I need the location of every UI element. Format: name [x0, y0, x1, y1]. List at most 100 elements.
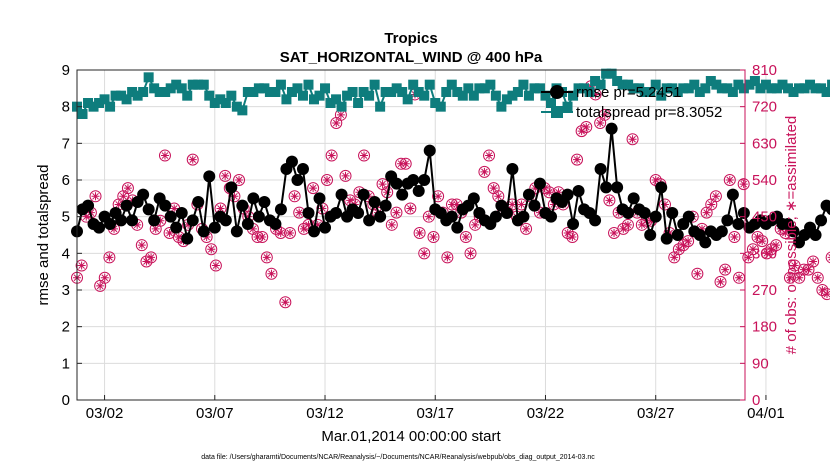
rmse-point	[649, 210, 662, 223]
totalspread-point	[766, 83, 777, 94]
x-tick-label: 03/07	[196, 405, 234, 422]
rmse-point	[247, 192, 260, 205]
totalspread-point	[700, 83, 711, 94]
obs-asterisk	[573, 155, 582, 164]
obs-point	[677, 239, 690, 252]
obs-asterisk	[151, 224, 160, 233]
obs-circle	[580, 121, 593, 134]
obs-point	[205, 243, 218, 256]
obs-circle	[728, 231, 741, 244]
obs-asterisk	[540, 184, 549, 193]
rmse-point	[291, 174, 304, 186]
obs-circle	[626, 133, 639, 146]
obs-circle	[746, 243, 759, 256]
obs-asterisk	[461, 233, 470, 242]
totalspread-point	[501, 94, 512, 105]
obs-asterisk	[508, 200, 517, 209]
totalspread-point	[419, 90, 430, 101]
obs-asterisk	[258, 233, 267, 242]
totalspread-point	[353, 98, 364, 108]
totalspread-point	[397, 87, 408, 97]
obs-point	[376, 178, 389, 191]
totalspread-point	[105, 101, 116, 112]
obs-circle	[598, 108, 611, 121]
y-tick-label: 5	[62, 209, 70, 226]
rmse-point	[600, 181, 613, 194]
obs-asterisk	[105, 253, 114, 262]
rmse-point	[826, 203, 830, 215]
obs-asterisk	[285, 228, 294, 237]
y2-axis-label: # of obs: o=possible; ∗=assimilated	[783, 116, 800, 355]
rmse-point	[544, 210, 557, 223]
obs-point	[358, 149, 371, 162]
obs-asterisk	[276, 228, 285, 237]
obs-circle	[603, 194, 616, 207]
rmse-point	[368, 196, 381, 208]
obs-asterisk	[725, 176, 734, 184]
obs-point	[330, 116, 343, 129]
totalspread-point	[606, 68, 617, 79]
totalspread-point	[568, 90, 579, 101]
totalspread-point	[650, 79, 661, 90]
totalspread-point	[474, 83, 485, 94]
obs-asterisk	[165, 228, 174, 237]
totalspread-point	[226, 90, 237, 101]
obs-asterisk	[202, 233, 211, 242]
obs-point	[807, 255, 820, 268]
totalspread-point	[562, 101, 573, 112]
obs-asterisk	[522, 224, 531, 233]
obs-asterisk	[485, 151, 494, 160]
obs-circle	[209, 259, 222, 272]
totalspread-point	[738, 83, 749, 94]
obs-asterisk	[336, 110, 345, 119]
obs-asterisk	[693, 269, 702, 278]
obs-asterisk	[637, 220, 646, 229]
obs-asterisk	[619, 224, 628, 233]
totalspread-point	[369, 79, 380, 90]
obs-asterisk	[772, 241, 781, 250]
obs-asterisk	[110, 224, 119, 233]
obs-asterisk	[221, 171, 230, 180]
obs-asterisk	[114, 200, 123, 209]
totalspread-point	[149, 83, 160, 94]
obs-circle	[385, 218, 398, 231]
rmse-point	[396, 188, 409, 201]
totalspread-point	[308, 94, 319, 105]
obs-asterisk	[563, 228, 572, 237]
rmse-point	[285, 155, 298, 168]
rmse-point	[313, 192, 326, 205]
obs-point	[307, 182, 320, 195]
obs-asterisk	[248, 224, 257, 233]
obs-point	[121, 182, 134, 195]
obs-asterisk	[735, 273, 744, 282]
obs-asterisk	[290, 192, 299, 201]
totalspread-point	[292, 83, 303, 94]
obs-circle	[358, 149, 371, 162]
obs-asterisk	[670, 253, 679, 262]
rmse-point	[120, 199, 133, 212]
obs-asterisk	[160, 151, 169, 160]
totalspread-point	[529, 83, 540, 94]
obs-asterisk	[207, 245, 216, 254]
rmse-point	[451, 221, 464, 234]
totalspread-point	[264, 87, 275, 97]
obs-point	[140, 255, 153, 268]
obs-circle	[617, 222, 630, 235]
totalspread-point	[209, 98, 220, 108]
totalspread-point	[380, 87, 391, 97]
obs-point	[598, 108, 611, 121]
obs-circle	[737, 178, 750, 191]
obs-point	[283, 226, 296, 239]
y-tick-label: 3	[62, 282, 70, 299]
totalspread-point	[771, 83, 782, 94]
obs-point	[325, 149, 338, 162]
totalspread-point	[176, 83, 187, 94]
rmse-point	[605, 122, 618, 135]
obs-circle	[677, 239, 690, 252]
totalspread-point	[727, 87, 738, 97]
obs-asterisk	[406, 204, 415, 213]
obs-point	[733, 271, 746, 284]
totalspread-point	[545, 98, 556, 108]
totalspread-point	[231, 101, 242, 112]
y-tick-label: 4	[62, 245, 70, 262]
